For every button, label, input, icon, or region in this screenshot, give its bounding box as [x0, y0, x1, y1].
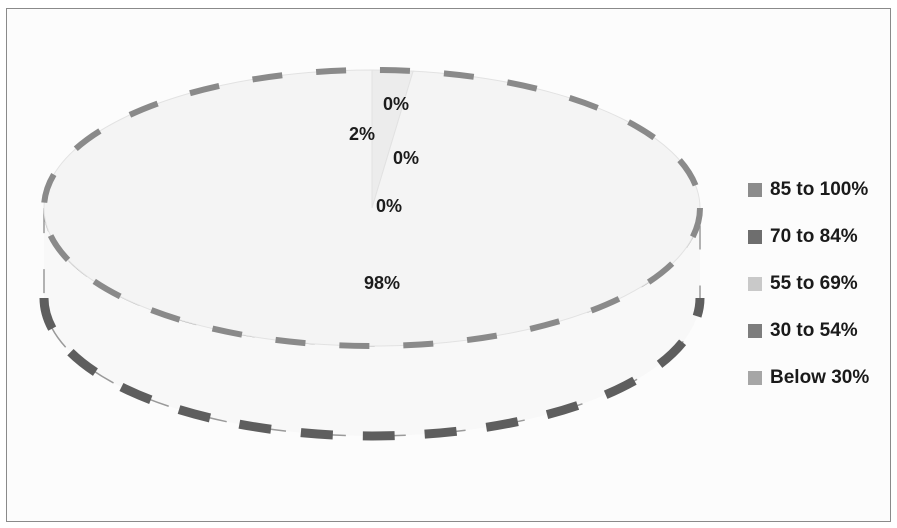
legend-label: Below 30% [770, 366, 870, 388]
legend-label: 55 to 69% [770, 272, 858, 294]
data-label: 2% [349, 124, 375, 144]
legend-label: 30 to 54% [770, 319, 858, 341]
legend-item: 85 to 100% [748, 166, 869, 213]
legend-swatch [748, 276, 762, 291]
legend-item: 30 to 54% [748, 307, 869, 354]
data-label: 0% [393, 148, 419, 168]
legend-label: 70 to 84% [770, 225, 858, 247]
legend-swatch [748, 182, 762, 197]
data-label: 98% [364, 273, 400, 293]
legend-label: 85 to 100% [770, 178, 869, 200]
legend: 85 to 100% 70 to 84% 55 to 69% 30 to 54%… [748, 166, 869, 401]
data-label: 0% [376, 196, 402, 216]
legend-swatch [748, 370, 762, 385]
data-labels: 0% 2% 0% 0% 98% [349, 94, 419, 293]
data-label: 0% [383, 94, 409, 114]
legend-item: 55 to 69% [748, 260, 869, 307]
pie-rim-bottom [39, 297, 705, 441]
legend-swatch [748, 323, 762, 338]
legend-item: 70 to 84% [748, 213, 869, 260]
pie-slices [43, 69, 701, 347]
legend-item: Below 30% [748, 354, 869, 401]
pie-rim-top [41, 67, 703, 349]
legend-swatch [748, 229, 762, 244]
